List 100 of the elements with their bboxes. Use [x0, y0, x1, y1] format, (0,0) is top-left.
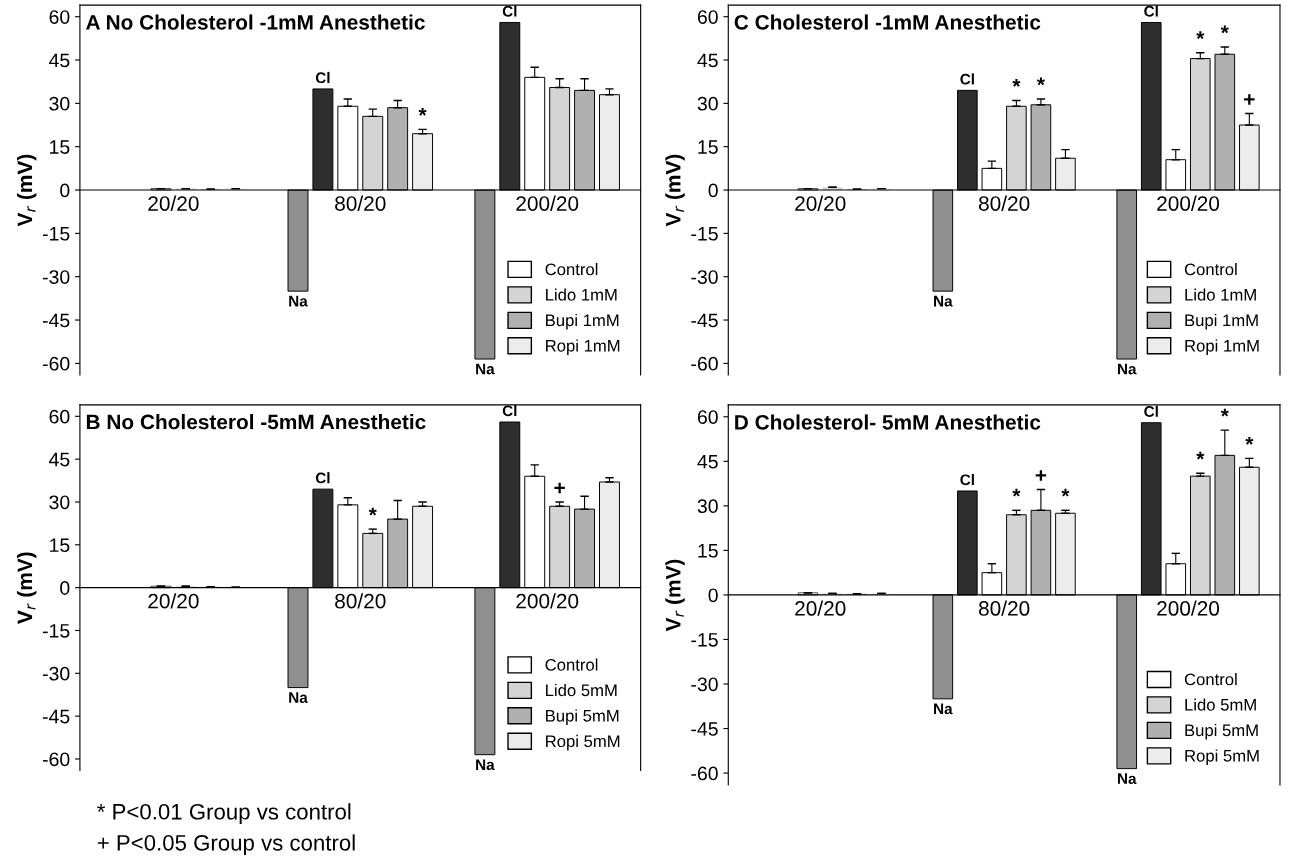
data-label: Na [476, 759, 495, 771]
data-label: Na [1117, 363, 1137, 375]
data-label: Cl [502, 5, 517, 17]
data-label: * [368, 507, 377, 516]
y-tick-label: 45 [49, 452, 70, 467]
chart-title: D Cholesterol- 5mM Anesthetic [735, 414, 1041, 430]
y-tick-label: -30 [691, 677, 718, 692]
y-tick-label: 15 [50, 140, 70, 154]
y-tick-label: -45 [691, 313, 718, 328]
chart-title: C Cholesterol -1mM Anesthetic [734, 14, 1041, 30]
y-tick-label: 45 [697, 53, 718, 68]
y-tick-label: -60 [691, 766, 718, 781]
legend-label: Ropi 5mM [546, 734, 620, 751]
y-axis-title: V$_{r}$ (mV) [665, 559, 685, 632]
y-tick-label: 0 [708, 588, 718, 603]
legend-label: Lido 1mM [546, 288, 617, 301]
y-tick-label: -45 [691, 722, 718, 736]
data-label: * [1245, 436, 1254, 445]
data-label: Cl [1144, 5, 1158, 17]
x-tick-label: 20/20 [148, 593, 199, 609]
y-tick-label: 30 [697, 499, 718, 514]
data-label: Cl [502, 405, 517, 417]
chart-title: A No Cholesterol -1mM Anesthetic [86, 14, 425, 30]
y-tick-label: -15 [691, 633, 718, 647]
legend-label: Ropi 5mM [1185, 749, 1259, 765]
data-label: + [1244, 94, 1255, 105]
y-tick-label: 60 [697, 410, 718, 424]
data-label: Na [934, 703, 953, 715]
x-tick-label: 80/20 [335, 593, 386, 609]
data-label: Na [1117, 773, 1137, 785]
x-tick-label: 200/20 [1157, 195, 1220, 211]
legend-label: Control [545, 263, 598, 276]
text: + P<0.05 Group vs control [97, 834, 355, 856]
legend-label: Bupi 5mM [1185, 723, 1258, 740]
legend-label: Lido 1mM [1185, 288, 1256, 301]
legend-label: Control [545, 658, 598, 671]
y-tick-label: 30 [49, 96, 70, 111]
data-label: Cl [315, 472, 330, 484]
y-axis-title: V$_{r}$ (mV) [16, 154, 37, 227]
legend-label: Control [1184, 673, 1237, 686]
y-tick-label: -15 [42, 227, 70, 241]
y-tick-label: 60 [697, 10, 718, 24]
legend-label: Lido 5mM [546, 683, 617, 697]
y-tick-label: 0 [60, 183, 70, 198]
y-tick-label: -60 [42, 356, 70, 371]
data-label: * [1036, 77, 1045, 86]
data-label: * [1012, 79, 1021, 87]
y-tick-label: -30 [42, 270, 70, 284]
legend-label: Control [1184, 263, 1237, 276]
y-tick-label: -60 [691, 356, 718, 371]
data-label: + [1035, 470, 1047, 481]
data-label: * [1196, 31, 1205, 40]
data-label: * [1012, 488, 1021, 497]
data-label: Na [289, 295, 308, 307]
legend-label: Bupi 5mM [546, 709, 619, 725]
y-tick-label: 0 [708, 183, 718, 198]
y-tick-label: 45 [697, 454, 718, 469]
data-label: Cl [960, 73, 974, 85]
x-tick-label: 20/20 [148, 195, 199, 211]
data-label: * [1220, 408, 1229, 417]
y-tick-label: -45 [42, 709, 70, 724]
y-tick-label: -15 [42, 624, 70, 638]
y-tick-label: 0 [60, 581, 70, 595]
y-tick-label: 15 [698, 140, 718, 154]
x-tick-label: 200/20 [516, 593, 579, 609]
x-tick-label: 80/20 [335, 195, 386, 211]
y-tick-label: 60 [49, 10, 70, 24]
y-tick-label: -30 [691, 270, 718, 284]
y-axis-title: V$_{r}$ (mV) [665, 154, 685, 227]
data-label: * [1220, 25, 1229, 34]
x-tick-label: 200/20 [1157, 600, 1220, 616]
y-tick-label: 15 [698, 544, 718, 558]
x-tick-label: 20/20 [795, 600, 846, 616]
data-label: Na [289, 692, 308, 703]
data-label: Na [934, 295, 953, 307]
data-label: Cl [1144, 405, 1158, 417]
y-tick-label: -45 [42, 313, 70, 328]
data-label: * [1196, 451, 1205, 460]
legend-label: Bupi 1mM [1185, 313, 1258, 330]
x-tick-label: 80/20 [978, 195, 1030, 211]
legend-label: Ropi 1mM [1185, 339, 1259, 355]
data-label: + [554, 482, 565, 494]
data-label: Na [476, 363, 495, 375]
y-tick-label: 30 [697, 96, 718, 111]
x-tick-label: 200/20 [516, 195, 579, 211]
legend-label: Ropi 1mM [546, 339, 620, 355]
data-label: Cl [960, 473, 974, 486]
data-label: * [418, 107, 427, 116]
x-tick-label: 80/20 [978, 600, 1030, 616]
text: * P<0.01 Group vs control [97, 803, 351, 825]
data-label: * [1061, 488, 1070, 497]
y-tick-label: 15 [50, 538, 70, 553]
y-tick-label: -60 [42, 752, 70, 767]
y-tick-label: 60 [49, 409, 70, 424]
y-axis-title: V$_{r}$ (mV) [16, 552, 37, 624]
y-tick-label: 45 [49, 53, 70, 68]
legend-label: Bupi 1mM [546, 313, 619, 330]
y-tick-label: -15 [691, 227, 718, 241]
chart-title: B No Cholesterol -5mM Anesthetic [86, 414, 426, 430]
y-tick-label: -30 [42, 666, 70, 681]
